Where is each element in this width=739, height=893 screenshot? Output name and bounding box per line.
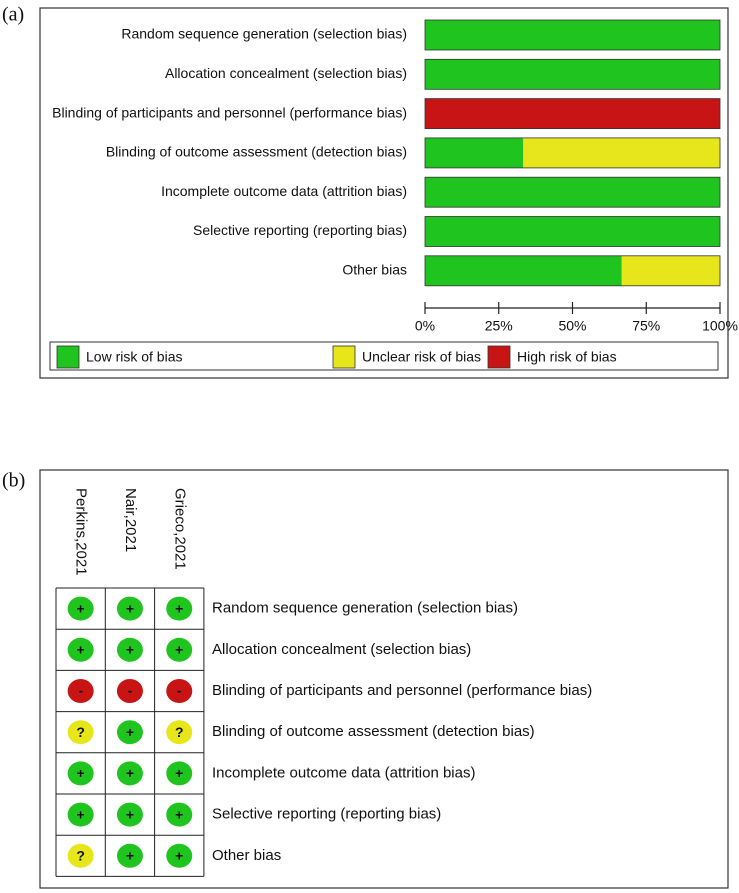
judgment-circle — [166, 761, 193, 786]
bar-outline — [424, 255, 721, 287]
judgment-symbol: ? — [175, 724, 184, 740]
legend-swatch — [487, 345, 511, 369]
judgment-symbol: + — [175, 765, 183, 781]
panel-a-frame — [39, 7, 729, 379]
judgment-circle — [116, 802, 143, 827]
x-tick-label: 25% — [485, 318, 513, 334]
judgment-symbol: + — [77, 642, 85, 658]
judgment-circle — [166, 843, 193, 868]
x-tick-label: 100% — [702, 318, 738, 334]
judgment-symbol: - — [128, 683, 133, 699]
legend-label: Unclear risk of bias — [362, 349, 481, 365]
judgment-symbol: + — [77, 765, 85, 781]
study-label: Nair,2021 — [122, 488, 139, 552]
judgment-symbol: - — [78, 683, 83, 699]
legend-swatch — [56, 345, 80, 369]
category-label: Incomplete outcome data (attrition bias) — [161, 183, 407, 199]
judgment-circle — [116, 679, 143, 703]
panel-label: (a) — [2, 4, 24, 26]
judgment-symbol: ? — [76, 848, 85, 864]
judgment-circle — [116, 843, 143, 868]
judgment-circle — [166, 720, 193, 745]
category-label: Blinding of participants and personnel (… — [52, 104, 407, 120]
judgment-symbol: - — [177, 683, 182, 699]
judgment-circle — [116, 637, 143, 662]
x-tick-label: 50% — [558, 318, 586, 334]
bar-outline — [424, 58, 721, 90]
panel-label: (b) — [2, 470, 25, 492]
category-label: Selective reporting (reporting bias) — [193, 222, 407, 238]
category-label: Blinding of outcome assessment (detectio… — [106, 144, 407, 160]
domain-label: Blinding of outcome assessment (detectio… — [212, 723, 535, 740]
judgment-circle — [67, 720, 94, 745]
judgment-circle — [116, 720, 143, 745]
judgment-circle — [67, 596, 94, 621]
judgment-symbol: + — [126, 848, 134, 864]
judgment-symbol: + — [126, 642, 134, 658]
judgment-circle — [166, 679, 193, 703]
category-label: Other bias — [342, 262, 407, 278]
judgment-symbol: + — [175, 600, 183, 616]
judgment-circle — [67, 802, 94, 827]
judgment-symbol: + — [126, 806, 134, 822]
bar-segment — [523, 137, 720, 168]
judgment-symbol: + — [175, 848, 183, 864]
bar-segment — [621, 255, 720, 286]
domain-label: Other bias — [212, 847, 281, 864]
domain-label: Allocation concealment (selection bias) — [212, 641, 471, 658]
judgment-circle — [116, 761, 143, 786]
legend-label: Low risk of bias — [86, 349, 182, 365]
judgment-symbol: + — [175, 642, 183, 658]
bar-outline — [424, 137, 721, 169]
bar-outline — [424, 216, 721, 247]
domain-label: Blinding of participants and personnel (… — [212, 682, 592, 699]
judgment-symbol: + — [77, 600, 85, 616]
judgment-circle — [67, 637, 94, 662]
judgment-symbol: + — [175, 806, 183, 822]
domain-label: Incomplete outcome data (attrition bias) — [212, 764, 475, 781]
category-label: Random sequence generation (selection bi… — [121, 26, 407, 42]
judgment-circle — [67, 761, 94, 786]
bar-segment — [425, 59, 720, 90]
legend-label: High risk of bias — [517, 349, 617, 365]
judgment-circle — [116, 596, 143, 621]
bar-outline — [424, 98, 721, 129]
domain-label: Random sequence generation (selection bi… — [212, 600, 518, 617]
judgment-symbol: + — [77, 806, 85, 822]
judgment-circle — [166, 802, 193, 827]
legend-swatch — [332, 345, 356, 369]
panel-b-frame — [39, 469, 729, 889]
x-tick-label: 0% — [415, 318, 435, 334]
study-label: Grieco,2021 — [171, 488, 188, 570]
legend-frame — [49, 341, 719, 371]
judgment-circle — [67, 843, 94, 868]
judgment-circle — [166, 637, 193, 662]
judgment-circle — [67, 679, 94, 703]
x-tick-label: 75% — [632, 318, 660, 334]
judgment-symbol: + — [126, 600, 134, 616]
study-label: Perkins,2021 — [73, 488, 90, 576]
bar-segment — [425, 255, 622, 286]
judgment-circle — [166, 596, 193, 621]
bar-segment — [425, 20, 720, 50]
judgment-symbol: + — [126, 724, 134, 740]
category-label: Allocation concealment (selection bias) — [165, 65, 407, 81]
judgment-symbol: ? — [76, 724, 85, 740]
bar-outline — [424, 176, 721, 208]
bar-segment — [425, 137, 524, 168]
bar-segment — [425, 98, 720, 129]
judgment-symbol: + — [126, 765, 134, 781]
bar-segment — [425, 177, 720, 208]
bar-outline — [424, 19, 721, 51]
domain-label: Selective reporting (reporting bias) — [212, 806, 441, 823]
bar-segment — [425, 216, 720, 247]
